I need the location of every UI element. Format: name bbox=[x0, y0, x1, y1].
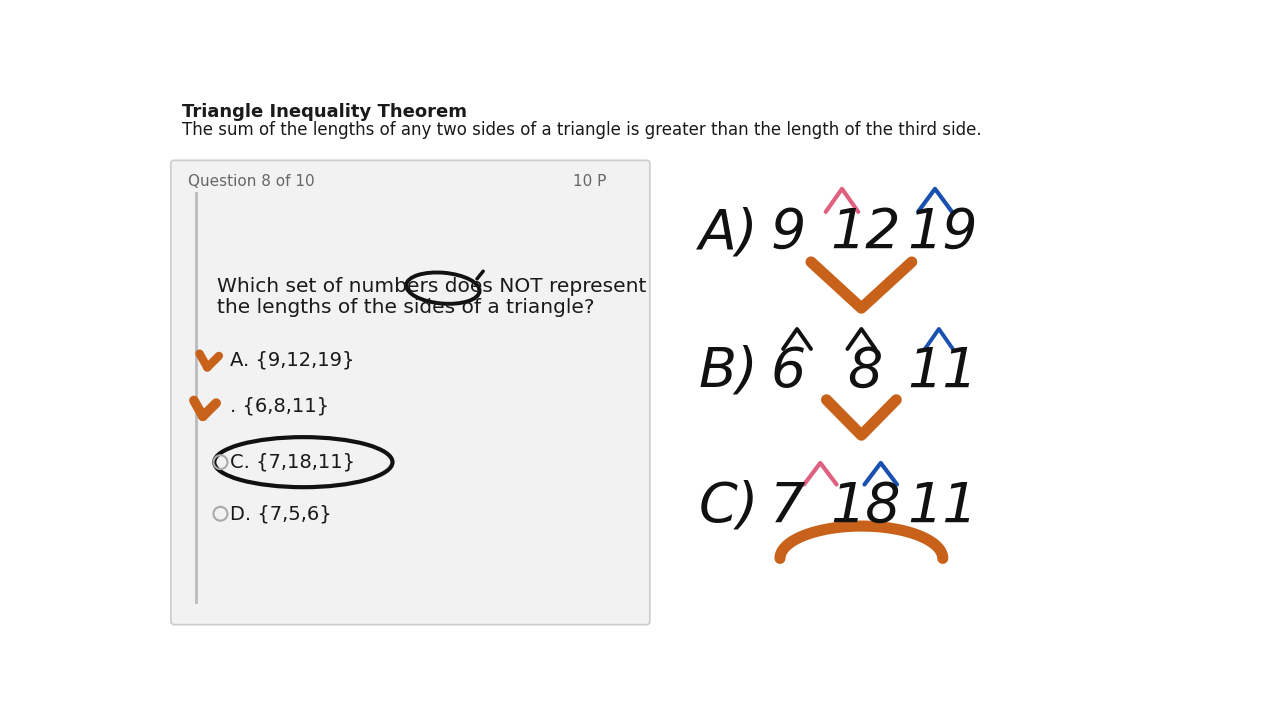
Text: Triangle Inequality Theorem: Triangle Inequality Theorem bbox=[182, 104, 467, 122]
Text: B): B) bbox=[699, 345, 758, 397]
Text: 10 P: 10 P bbox=[573, 174, 607, 189]
Text: D. {7,5,6}: D. {7,5,6} bbox=[229, 504, 332, 523]
Text: A. {9,12,19}: A. {9,12,19} bbox=[229, 350, 355, 369]
FancyBboxPatch shape bbox=[170, 161, 650, 625]
Text: C): C) bbox=[699, 480, 759, 533]
Text: 8: 8 bbox=[847, 345, 883, 397]
Text: 6: 6 bbox=[771, 345, 805, 397]
Text: 18: 18 bbox=[829, 480, 901, 533]
Text: 9: 9 bbox=[771, 206, 805, 259]
Text: Which set of numbers does NOT represent: Which set of numbers does NOT represent bbox=[216, 277, 646, 297]
Text: 7: 7 bbox=[771, 480, 805, 533]
Text: the lengths of the sides of a triangle?: the lengths of the sides of a triangle? bbox=[216, 298, 594, 317]
Text: C. {7,18,11}: C. {7,18,11} bbox=[229, 453, 355, 472]
Text: A): A) bbox=[699, 206, 758, 259]
Text: . {6,8,11}: . {6,8,11} bbox=[229, 397, 329, 415]
Text: Question 8 of 10: Question 8 of 10 bbox=[188, 174, 315, 189]
Text: 19: 19 bbox=[908, 206, 978, 259]
Text: 12: 12 bbox=[829, 206, 901, 259]
Text: The sum of the lengths of any two sides of a triangle is greater than the length: The sum of the lengths of any two sides … bbox=[182, 121, 982, 139]
Text: 11: 11 bbox=[908, 480, 978, 533]
Text: 11: 11 bbox=[908, 345, 978, 397]
